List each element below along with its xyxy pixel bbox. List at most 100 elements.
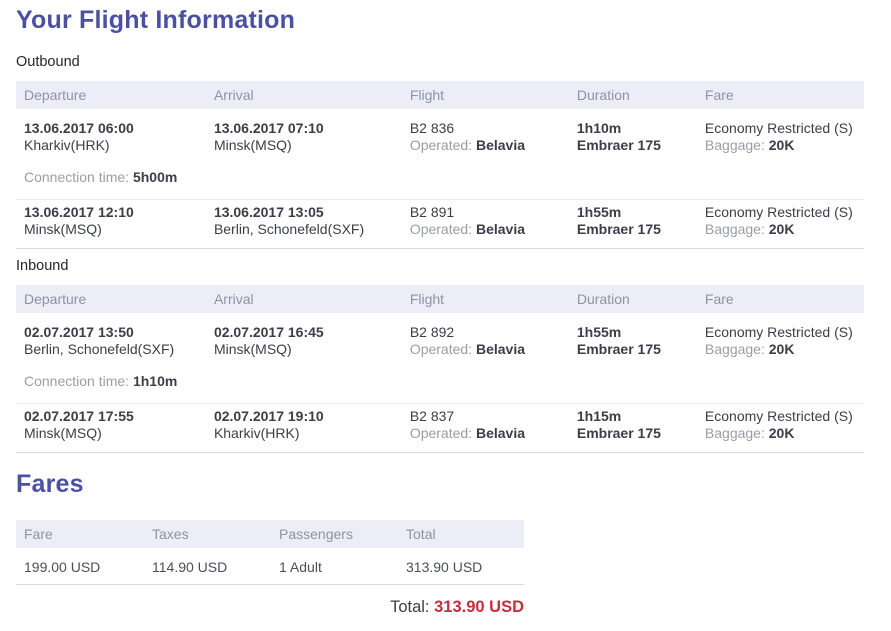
fare-class: Economy Restricted (S): [704, 408, 853, 424]
operated-label: Operated:: [409, 137, 473, 153]
flight-number: B2 836: [409, 120, 455, 136]
departure-cell: 02.07.2017 13:50 Berlin, Schonefeld(SXF): [16, 313, 206, 367]
connection-time-label: Connection time:: [24, 373, 130, 389]
flight-cell: B2 837 Operated: Belavia: [401, 403, 569, 453]
baggage-value: 20K: [768, 221, 795, 237]
fare-cell: Economy Restricted (S) Baggage: 20K: [696, 403, 864, 453]
duration-cell: 1h15m Embraer 175: [568, 403, 697, 453]
connection-time-value: 5h00m: [132, 169, 178, 185]
departure-datetime: 02.07.2017 17:55: [24, 408, 134, 424]
duration: 1h55m: [576, 324, 622, 340]
column-header-arrival: Arrival: [205, 81, 402, 109]
fare-class: Economy Restricted (S): [704, 204, 853, 220]
duration-cell: 1h55m Embraer 175: [568, 199, 697, 249]
flight-segment-row: 13.06.2017 06:00 Kharkiv(HRK) 13.06.2017…: [16, 109, 864, 163]
fares-table: Fare Taxes Passengers Total 199.00 USD 1…: [16, 520, 524, 585]
column-header-arrival: Arrival: [205, 285, 402, 313]
duration-cell: 1h55m Embraer 175: [569, 313, 697, 367]
aircraft: Embraer 175: [576, 137, 661, 153]
outbound-section: Outbound Departure Arrival Flight Durati…: [16, 54, 864, 249]
inbound-flights-table: Departure Arrival Flight Duration Fare 0…: [16, 285, 864, 453]
operated-value: Belavia: [475, 425, 526, 441]
departure-cell: 13.06.2017 12:10 Minsk(MSQ): [16, 199, 206, 249]
arrival-datetime: 02.07.2017 19:10: [213, 408, 324, 424]
duration: 1h15m: [576, 408, 622, 424]
flight-segment-row: 02.07.2017 13:50 Berlin, Schonefeld(SXF)…: [16, 313, 864, 367]
departure-city: Kharkiv(HRK): [24, 137, 110, 153]
baggage-label: Baggage:: [704, 341, 765, 357]
baggage-label: Baggage:: [704, 425, 765, 441]
baggage-value: 20K: [768, 425, 795, 441]
flight-segment-row: 13.06.2017 12:10 Minsk(MSQ) 13.06.2017 1…: [16, 199, 864, 249]
connection-time-row: Connection time: 5h00m: [16, 163, 864, 200]
baggage-label: Baggage:: [704, 221, 765, 237]
fares-title: Fares: [16, 470, 84, 498]
row-total-amount: 313.90 USD: [398, 548, 524, 585]
fares-header-row: Fare Taxes Passengers Total: [16, 520, 524, 548]
column-header-departure: Departure: [16, 81, 206, 109]
fare-cell: Economy Restricted (S) Baggage: 20K: [697, 109, 864, 163]
fare-class: Economy Restricted (S): [704, 324, 853, 340]
column-header-fare: Fare: [696, 81, 864, 109]
fare-cell: Economy Restricted (S) Baggage: 20K: [696, 199, 864, 249]
column-header-fare: Fare: [16, 520, 145, 548]
flight-number: B2 892: [409, 324, 455, 340]
table-header-row: Departure Arrival Flight Duration Fare: [16, 81, 864, 109]
total-value: 313.90 USD: [434, 598, 524, 616]
operated-label: Operated:: [409, 221, 473, 237]
flight-number: B2 837: [409, 408, 455, 424]
fare-amount: 199.00 USD: [16, 548, 145, 585]
flight-cell: B2 892 Operated: Belavia: [402, 313, 569, 367]
fares-row: 199.00 USD 114.90 USD 1 Adult 313.90 USD: [16, 548, 524, 585]
arrival-city: Minsk(MSQ): [213, 341, 292, 357]
column-header-taxes: Taxes: [144, 520, 272, 548]
duration-cell: 1h10m Embraer 175: [569, 109, 697, 163]
page-title: Your Flight Information: [16, 6, 296, 34]
departure-cell: 13.06.2017 06:00 Kharkiv(HRK): [16, 109, 206, 163]
flight-segment-row: 02.07.2017 17:55 Minsk(MSQ) 02.07.2017 1…: [16, 403, 864, 453]
flight-number: B2 891: [409, 204, 455, 220]
section-label-outbound: Outbound: [16, 54, 80, 70]
flight-cell: B2 891 Operated: Belavia: [401, 199, 569, 249]
column-header-duration: Duration: [568, 81, 697, 109]
departure-city: Minsk(MSQ): [24, 221, 102, 237]
column-header-departure: Departure: [16, 285, 206, 313]
arrival-city: Minsk(MSQ): [213, 137, 292, 153]
column-header-flight: Flight: [401, 81, 569, 109]
outbound-flights-table: Departure Arrival Flight Duration Fare 1…: [16, 81, 864, 249]
grand-total: Total: 313.90 USD: [16, 598, 524, 617]
departure-city: Minsk(MSQ): [24, 425, 102, 441]
passengers-count: 1 Adult: [271, 548, 399, 585]
arrival-city: Kharkiv(HRK): [213, 425, 300, 441]
operated-label: Operated:: [409, 425, 473, 441]
fares-section: Fares Fare Taxes Passengers Total 199.00…: [16, 470, 864, 617]
flight-cell: B2 836 Operated: Belavia: [402, 109, 569, 163]
departure-datetime: 13.06.2017 06:00: [24, 120, 134, 136]
baggage-label: Baggage:: [704, 137, 765, 153]
duration: 1h10m: [576, 120, 622, 136]
operated-label: Operated:: [409, 341, 473, 357]
baggage-value: 20K: [768, 341, 795, 357]
inbound-section: Inbound Departure Arrival Flight Duratio…: [16, 258, 864, 453]
arrival-city: Berlin, Schonefeld(SXF): [213, 221, 365, 237]
column-header-duration: Duration: [568, 285, 697, 313]
fare-cell: Economy Restricted (S) Baggage: 20K: [697, 313, 864, 367]
flight-info-page: Your Flight Information Outbound Departu…: [16, 6, 864, 617]
table-header-row: Departure Arrival Flight Duration Fare: [16, 285, 864, 313]
departure-datetime: 02.07.2017 13:50: [24, 324, 134, 340]
aircraft: Embraer 175: [576, 425, 661, 441]
aircraft: Embraer 175: [576, 341, 661, 357]
operated-value: Belavia: [475, 221, 526, 237]
aircraft: Embraer 175: [576, 221, 661, 237]
departure-cell: 02.07.2017 17:55 Minsk(MSQ): [16, 403, 206, 453]
arrival-cell: 13.06.2017 07:10 Minsk(MSQ): [206, 109, 402, 163]
section-label-inbound: Inbound: [16, 258, 69, 274]
arrival-datetime: 13.06.2017 13:05: [213, 204, 324, 220]
departure-city: Berlin, Schonefeld(SXF): [24, 341, 175, 357]
column-header-passengers: Passengers: [271, 520, 399, 548]
connection-time-label: Connection time:: [24, 169, 130, 185]
baggage-value: 20K: [768, 137, 795, 153]
column-header-flight: Flight: [401, 285, 569, 313]
total-label: Total:: [390, 598, 430, 616]
fare-class: Economy Restricted (S): [704, 120, 853, 136]
